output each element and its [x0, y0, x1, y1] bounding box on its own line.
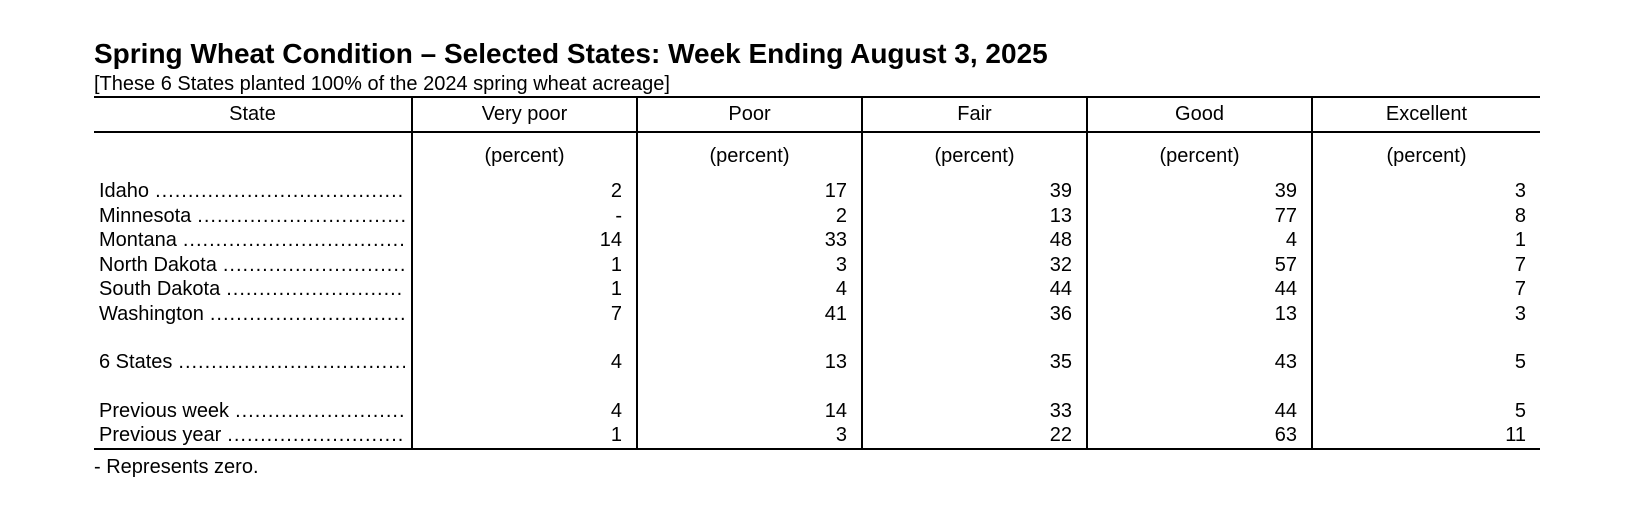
dot-leader	[227, 423, 405, 447]
cell-very-poor: 1	[411, 277, 637, 302]
cell-fair: 33	[861, 398, 1087, 423]
dot-leader	[223, 253, 405, 277]
cell-excellent: 11	[1311, 423, 1540, 450]
column-header-row: State Very poor Poor Fair Good Excellent	[94, 96, 1540, 133]
cell-excellent: 5	[1311, 398, 1540, 423]
cell-excellent: 3	[1311, 179, 1540, 204]
dot-leader	[155, 179, 405, 203]
report-subtitle: [These 6 States planted 100% of the 2024…	[94, 73, 670, 95]
previous-year-label: Previous year	[99, 424, 222, 447]
cell-very-poor: 1	[411, 423, 637, 450]
cell-good: 44	[1086, 277, 1312, 302]
condition-table: State Very poor Poor Fair Good Excellent…	[94, 96, 1540, 450]
column-header-state: State	[94, 96, 412, 133]
cell-good: 57	[1086, 252, 1312, 277]
report-document: Spring Wheat Condition – Selected States…	[94, 36, 1540, 479]
unit-excellent: (percent)	[1311, 132, 1540, 179]
cell-poor: 3	[636, 423, 862, 450]
unit-good: (percent)	[1086, 132, 1312, 179]
column-header-poor: Poor	[636, 96, 862, 133]
cell-excellent: 7	[1311, 277, 1540, 302]
cell-fair: 35	[861, 350, 1087, 375]
cell-good: 63	[1086, 423, 1312, 450]
state-name: Montana	[99, 229, 177, 252]
cell-fair: 39	[861, 179, 1087, 204]
cell-excellent: 5	[1311, 350, 1540, 375]
unit-very-poor: (percent)	[411, 132, 637, 179]
previous-week-label: Previous week	[99, 399, 230, 422]
table-row-total: 6 States 4 13 35 43 5	[94, 350, 1540, 375]
state-name: North Dakota	[99, 253, 217, 276]
table-row-minnesota: Minnesota - 2 13 77 8	[94, 203, 1540, 228]
cell-very-poor: 7	[411, 301, 637, 326]
cell-poor: 14	[636, 398, 862, 423]
cell-very-poor: 2	[411, 179, 637, 204]
footnote: - Represents zero.	[94, 455, 259, 478]
cell-excellent: 8	[1311, 203, 1540, 228]
cell-fair: 44	[861, 277, 1087, 302]
state-name: Idaho	[99, 180, 150, 203]
dot-leader	[226, 277, 405, 301]
cell-very-poor: 1	[411, 252, 637, 277]
cell-very-poor: 4	[411, 350, 637, 375]
state-name: Washington	[99, 302, 204, 325]
table-row-idaho: Idaho 2 17 39 39 3	[94, 179, 1540, 204]
column-header-very-poor: Very poor	[411, 96, 637, 133]
cell-fair: 32	[861, 252, 1087, 277]
cell-excellent: 7	[1311, 252, 1540, 277]
cell-fair: 48	[861, 228, 1087, 253]
column-header-fair: Fair	[861, 96, 1087, 133]
spacer-row	[94, 374, 1540, 399]
total-label: 6 States	[99, 351, 173, 374]
cell-very-poor: 14	[411, 228, 637, 253]
table-row-south-dakota: South Dakota 1 4 44 44 7	[94, 277, 1540, 302]
cell-very-poor: -	[411, 203, 637, 228]
table-row-previous-week: Previous week 4 14 33 44 5	[94, 398, 1540, 423]
cell-excellent: 1	[1311, 228, 1540, 253]
table-row-washington: Washington 7 41 36 13 3	[94, 301, 1540, 326]
cell-excellent: 3	[1311, 301, 1540, 326]
cell-poor: 33	[636, 228, 862, 253]
table-row-north-dakota: North Dakota 1 3 32 57 7	[94, 252, 1540, 277]
dot-leader	[178, 350, 405, 374]
column-header-excellent: Excellent	[1311, 96, 1540, 133]
unit-poor: (percent)	[636, 132, 862, 179]
cell-poor: 13	[636, 350, 862, 375]
cell-poor: 2	[636, 203, 862, 228]
cell-good: 77	[1086, 203, 1312, 228]
cell-poor: 41	[636, 301, 862, 326]
spacer-row	[94, 326, 1540, 350]
units-row: (percent) (percent) (percent) (percent) …	[94, 132, 1540, 179]
cell-fair: 13	[861, 203, 1087, 228]
unit-state	[94, 132, 412, 179]
cell-very-poor: 4	[411, 398, 637, 423]
cell-good: 44	[1086, 398, 1312, 423]
dot-leader	[210, 302, 405, 326]
unit-fair: (percent)	[861, 132, 1087, 179]
cell-good: 4	[1086, 228, 1312, 253]
column-header-good: Good	[1086, 96, 1312, 133]
cell-poor: 17	[636, 179, 862, 204]
cell-good: 43	[1086, 350, 1312, 375]
cell-poor: 4	[636, 277, 862, 302]
cell-good: 39	[1086, 179, 1312, 204]
cell-good: 13	[1086, 301, 1312, 326]
cell-fair: 36	[861, 301, 1087, 326]
cell-fair: 22	[861, 423, 1087, 450]
table-row-montana: Montana 14 33 48 4 1	[94, 228, 1540, 253]
dot-leader	[197, 204, 405, 228]
report-title: Spring Wheat Condition – Selected States…	[94, 38, 1048, 69]
table-row-previous-year: Previous year 1 3 22 63 11	[94, 423, 1540, 450]
state-name: South Dakota	[99, 278, 221, 301]
state-name: Minnesota	[99, 204, 192, 227]
cell-poor: 3	[636, 252, 862, 277]
dot-leader	[183, 228, 405, 252]
dot-leader	[235, 399, 405, 423]
